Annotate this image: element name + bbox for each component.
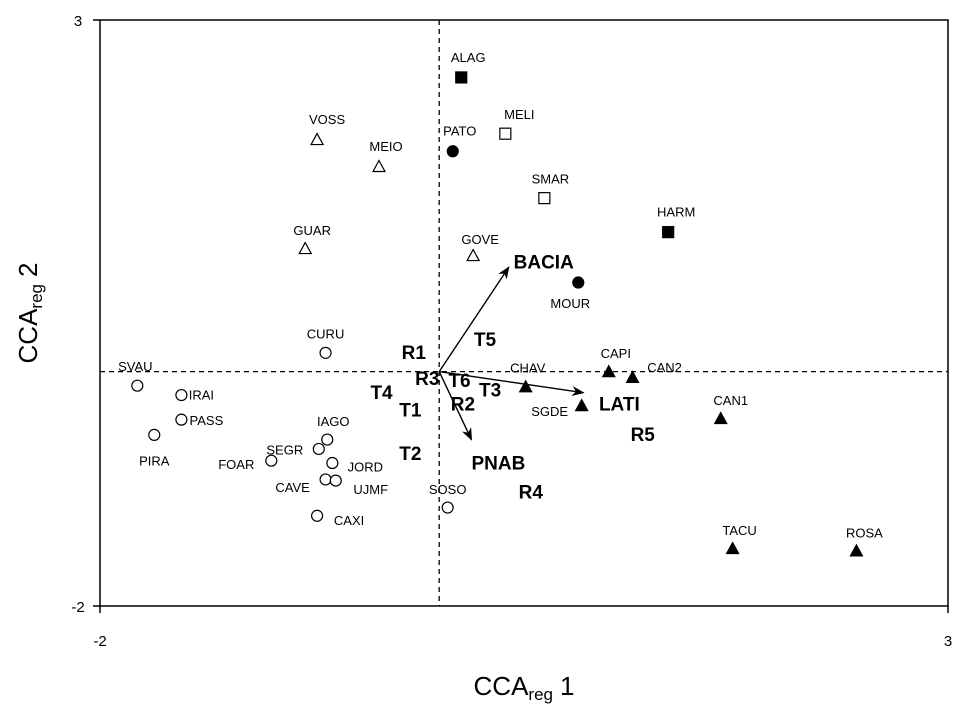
- point: [329, 474, 342, 487]
- site-label: CAPI: [601, 346, 631, 361]
- supplementary-label: R3: [415, 369, 439, 390]
- point: [265, 454, 278, 467]
- site-label: JORD: [348, 459, 383, 474]
- arrow-label: PNAB: [472, 454, 526, 475]
- supplementary-label: R5: [631, 425, 656, 446]
- point: [601, 364, 616, 378]
- site-label: ALAG: [451, 50, 486, 65]
- site-label: PATO: [443, 124, 476, 139]
- point: [310, 132, 325, 146]
- point: [538, 192, 551, 205]
- point: [441, 501, 454, 514]
- y-tick-label: -2: [71, 599, 84, 616]
- point: [625, 370, 640, 384]
- point: [131, 379, 144, 392]
- site-label: UJMF: [353, 482, 388, 497]
- site-label: CAXI: [334, 513, 364, 528]
- point: [518, 379, 533, 393]
- point: [574, 398, 589, 412]
- site-label: FOAR: [218, 457, 254, 472]
- site-label: SOSO: [429, 482, 467, 497]
- point: [371, 159, 387, 173]
- site-label: SVAU: [118, 359, 152, 374]
- y-tick-label: 3: [74, 13, 82, 30]
- point: [713, 411, 728, 425]
- arrow: [438, 266, 510, 372]
- site-label: PIRA: [139, 453, 170, 468]
- site-label: IAGO: [317, 414, 350, 429]
- point: [466, 248, 481, 262]
- point: [572, 276, 585, 289]
- supplementary-label: R4: [519, 483, 544, 504]
- x-tick-label: 3: [944, 633, 952, 650]
- point: [446, 145, 459, 158]
- point: [319, 473, 332, 486]
- supplementary-label: T3: [479, 381, 501, 402]
- point: [175, 413, 188, 426]
- site-label: CAN2: [647, 360, 682, 375]
- supplementary-label: T6: [448, 371, 470, 392]
- arrow: [439, 370, 585, 397]
- site-label: TACU: [722, 523, 756, 538]
- point: [849, 543, 864, 557]
- point: [321, 433, 334, 446]
- supplementary-label: R2: [451, 395, 475, 416]
- site-label: CURU: [307, 326, 345, 341]
- point: [499, 127, 512, 140]
- site-label: MOUR: [550, 296, 590, 311]
- site-label: VOSS: [309, 112, 345, 127]
- site-label: SEGR: [266, 442, 303, 457]
- arrow-label: LATI: [599, 395, 640, 416]
- site-label: IRAI: [189, 387, 214, 402]
- site-label: MEIO: [369, 139, 402, 154]
- site-label: GUAR: [293, 223, 331, 238]
- point: [326, 456, 339, 470]
- point: [310, 509, 324, 522]
- plot-frame: [99, 19, 949, 607]
- point: [175, 388, 188, 402]
- site-label: SGDE: [531, 404, 568, 419]
- arrow-label: BACIA: [514, 252, 574, 273]
- site-label: MELI: [504, 107, 534, 122]
- x-axis-label: CCAreg 1: [474, 671, 575, 705]
- supplementary-label: T2: [399, 444, 421, 465]
- site-label: PASS: [190, 413, 224, 428]
- supplementary-label: T1: [399, 400, 422, 421]
- point: [148, 428, 161, 441]
- site-label: ROSA: [846, 525, 883, 540]
- x-tick-label: -2: [93, 633, 106, 650]
- point: [455, 71, 468, 84]
- supplementary-label: R1: [402, 343, 427, 364]
- supplementary-label: T4: [370, 383, 393, 404]
- arrow: [438, 371, 473, 441]
- site-label: SMAR: [532, 172, 570, 187]
- point: [312, 442, 325, 456]
- site-label: CHAV: [510, 360, 545, 375]
- point: [298, 241, 313, 255]
- site-label: HARM: [657, 205, 695, 220]
- site-label: CAN1: [713, 393, 748, 408]
- point: [662, 226, 675, 239]
- point: [725, 541, 740, 555]
- site-label: GOVE: [461, 232, 499, 247]
- point: [319, 346, 332, 359]
- supplementary-label: T5: [474, 330, 497, 351]
- site-label: CAVE: [275, 480, 310, 495]
- y-axis-label: CCAreg2: [13, 263, 47, 364]
